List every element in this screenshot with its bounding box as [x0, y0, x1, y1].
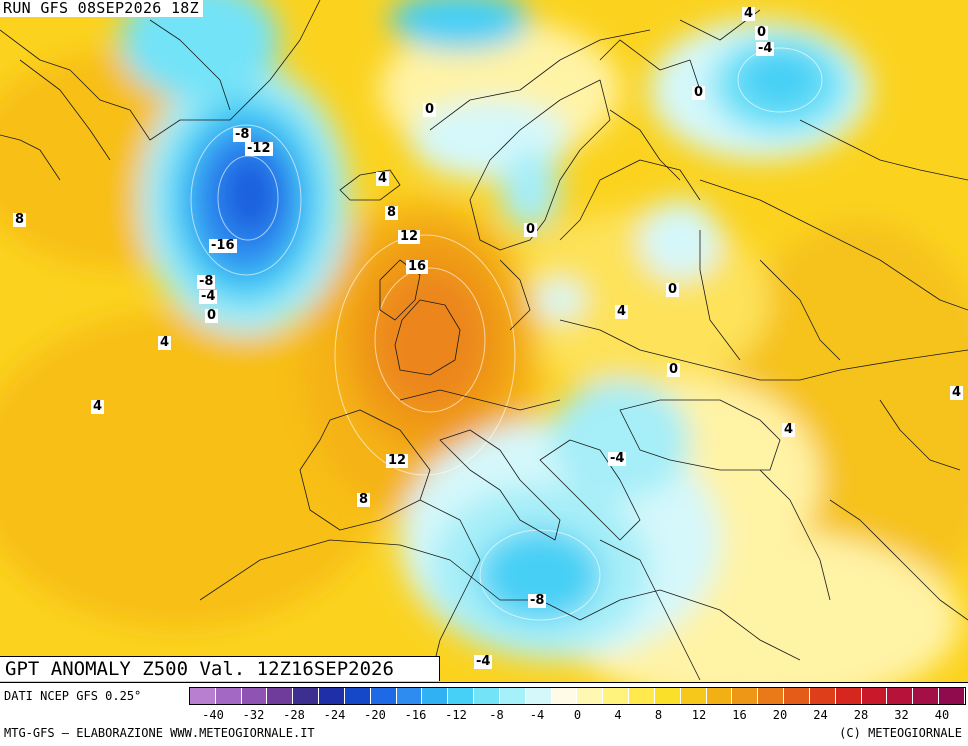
color-swatch	[215, 688, 242, 704]
tick-label: 40	[934, 708, 950, 722]
color-swatch	[887, 688, 914, 704]
color-swatch	[706, 688, 733, 704]
map-canvas	[0, 0, 968, 710]
color-swatch	[474, 688, 500, 704]
tick-label: 20	[772, 708, 788, 722]
contour-lines	[190, 47, 823, 621]
contour-label: 0	[524, 222, 538, 237]
contour-label: -16	[209, 238, 237, 253]
tick-label: 4	[614, 708, 622, 722]
color-swatch	[603, 688, 630, 704]
contour-label: 4	[615, 304, 629, 319]
contour-label: -4	[199, 289, 218, 304]
contour-label: 12	[386, 453, 409, 468]
color-swatch	[422, 688, 449, 704]
tick-label: 32	[894, 708, 909, 722]
color-swatch	[396, 688, 423, 704]
color-swatch	[577, 688, 604, 704]
color-scale	[189, 687, 966, 705]
color-swatch	[190, 688, 216, 704]
color-swatch	[732, 688, 759, 704]
contour-label: -4	[474, 654, 493, 669]
color-swatch	[344, 688, 371, 704]
tick-label: -40	[202, 708, 224, 722]
contour-label: 0	[423, 102, 437, 117]
contour-label: 4	[950, 385, 964, 400]
color-swatch	[861, 688, 888, 704]
contour-label: 0	[666, 282, 680, 297]
color-swatch	[680, 688, 707, 704]
contour-label: 8	[13, 212, 27, 227]
contour-label: 4	[158, 335, 172, 350]
tick-label: -20	[364, 708, 386, 722]
tick-label: 8	[654, 708, 663, 722]
contour-label: 4	[91, 399, 105, 414]
color-swatch	[629, 688, 655, 704]
contour-label: 4	[782, 422, 796, 437]
contour-label: 12	[398, 229, 421, 244]
contour-label: 8	[385, 205, 399, 220]
contour-label: -12	[245, 141, 273, 156]
contour-label: 4	[742, 6, 756, 21]
color-swatch	[551, 688, 578, 704]
tick-label: 0	[573, 708, 582, 722]
color-swatch	[267, 688, 294, 704]
tick-label: -16	[404, 708, 427, 722]
tick-label: -4	[529, 708, 545, 722]
data-source-label: DATI NCEP GFS 0.25°	[4, 689, 142, 703]
color-swatch	[784, 688, 810, 704]
color-swatch	[319, 688, 345, 704]
contour-label: -8	[197, 274, 216, 289]
color-swatch	[835, 688, 862, 704]
copyright-label: (C) METEOGIORNALE	[839, 726, 962, 740]
contour-label: 0	[205, 308, 219, 323]
contour-label: 4	[376, 171, 390, 186]
tick-label: -24	[323, 708, 346, 722]
color-swatch	[809, 688, 836, 704]
contour-label: 0	[667, 362, 681, 377]
color-swatch	[448, 688, 475, 704]
anomaly-map: -8 -12 -16 -8 -4 0 8 4 4 4 8 12 16 12 8 …	[0, 0, 968, 710]
contour-label: 16	[406, 259, 429, 274]
color-scale-ticks: -40 -32 -28 -24 -20 -16 -12 -8 -4 0 4 8 12 16 20 24 28 32…	[189, 708, 966, 724]
color-swatch	[241, 688, 268, 704]
contour-label: -8	[528, 593, 547, 608]
tick-label: -8	[489, 708, 504, 722]
color-swatch	[913, 688, 940, 704]
tick-label: -28	[283, 708, 305, 722]
tick-label: 16	[732, 708, 747, 722]
tick-label: 24	[813, 708, 828, 722]
anomaly-fields	[0, 0, 968, 710]
contour-label: -4	[608, 451, 627, 466]
map-title: GPT ANOMALY Z500 Val. 12Z16SEP2026	[0, 656, 440, 681]
tick-label: 28	[853, 708, 869, 722]
contour-label: 0	[692, 85, 706, 100]
tick-label: 12	[691, 708, 707, 722]
color-swatch	[939, 688, 965, 704]
color-swatch	[370, 688, 397, 704]
color-swatch	[499, 688, 526, 704]
contour-label: -4	[756, 41, 775, 56]
contour-label: -8	[233, 127, 252, 142]
tick-label: -12	[445, 708, 467, 722]
color-swatch	[758, 688, 785, 704]
run-title: RUN GFS 08SEP2026 18Z	[0, 0, 203, 17]
legend-footer: DATI NCEP GFS 0.25° -40 -32 -28 -24 -20 -16 -1…	[0, 682, 968, 746]
color-swatch	[293, 688, 320, 704]
color-swatch	[654, 688, 681, 704]
contour-label: 8	[357, 492, 371, 507]
color-swatch	[525, 688, 552, 704]
contour-label: 0	[755, 25, 769, 40]
credits-label: MTG-GFS – ELABORAZIONE WWW.METEOGIORNALE…	[4, 726, 315, 740]
tick-label: -32	[242, 708, 265, 722]
